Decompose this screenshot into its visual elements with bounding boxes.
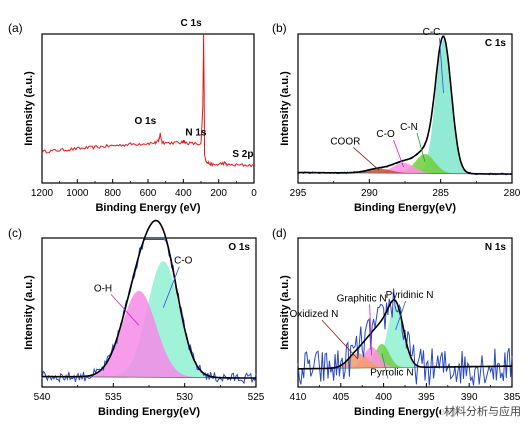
panel-a-annotation: O 1s	[135, 116, 157, 127]
panel-c-title: O 1s	[228, 242, 250, 253]
panel-b-leader-line	[353, 147, 380, 171]
panel-d-letter: (d)	[272, 226, 287, 240]
panel-d-leader-line	[369, 304, 373, 356]
panel-b-peak-label: C-O	[376, 129, 395, 140]
panel-b-x-tick-label: 285	[432, 188, 449, 199]
panel-b-peak-c-c	[387, 39, 500, 174]
panel-c-raw-data-line	[41, 239, 257, 385]
panel-d-peak-label: Pyridinic N	[386, 290, 434, 301]
panel-a-annotation: S 2p	[232, 149, 253, 160]
panel-c-x-axis-label: Binding Energy(eV)	[98, 406, 200, 418]
panel-a-frame	[41, 33, 255, 184]
panel-d-x-tick-label: 390	[461, 392, 478, 403]
panel-d-x-tick-label: 385	[504, 392, 521, 403]
panel-d-x-axis-label: Binding Energy(eV)	[354, 406, 456, 418]
panel-c-y-axis-label: Intensity (a.u.)	[23, 275, 35, 350]
panel-c-fit-envelope	[42, 219, 256, 379]
panel-b-leader-line	[393, 139, 404, 168]
panel-b-peak-c-o	[326, 162, 481, 174]
panel-d-peak-pyridinic-n	[339, 305, 453, 369]
panel-d-peak-pyrrolic-n	[330, 343, 434, 369]
panel-b-peak-c-n	[356, 154, 494, 174]
panel-d-peak-graphitic-n	[315, 347, 429, 369]
panel-b-y-axis-label: Intensity (a.u.)	[279, 71, 291, 146]
watermark-text: 材料分析与应用	[441, 402, 524, 420]
panel-c-peak-o-h	[42, 290, 256, 379]
panel-a-x-tick-label: 200	[210, 188, 227, 199]
panel-b-leader-line	[416, 132, 426, 162]
panel-b-title: C 1s	[485, 38, 507, 49]
panel-b-peak-label: C-N	[400, 122, 418, 133]
panel-c-x-tick-label: 540	[34, 392, 51, 403]
panel-d-peak-label: Graphitic N	[337, 293, 387, 304]
panel-d-leader-line	[381, 353, 389, 379]
panel-c-leader-line	[110, 294, 140, 326]
panel-b-letter: (b)	[272, 21, 287, 35]
panel-c-x-tick-label: 535	[105, 392, 122, 403]
panel-a-x-tick-label: 1000	[66, 188, 89, 199]
panel-b-x-tick-label: 280	[504, 188, 521, 199]
panel-c-leader-line	[162, 266, 180, 308]
panel-a-annotation: C 1s	[181, 18, 203, 29]
panel-a-x-tick-label: 600	[140, 188, 157, 199]
panel-b-x-tick-label: 290	[361, 188, 378, 199]
panel-b-x-axis-label: Binding Energy(eV)	[354, 202, 456, 214]
panel-c-x-tick-label: 525	[248, 392, 265, 403]
panel-b-peak-label: C-C	[423, 27, 441, 38]
panel-b-x-tick-label: 295	[290, 188, 307, 199]
panel-d-x-tick-label: 395	[418, 392, 435, 403]
panel-a-x-tick-label: 1200	[31, 188, 54, 199]
panel-d-x-tick-label: 400	[375, 392, 392, 403]
panel-c-letter: (c)	[8, 226, 22, 240]
panel-d-leader-line	[395, 300, 406, 331]
panel-b-peak-label: COOR	[330, 136, 360, 147]
panel-a-x-tick-label: 400	[175, 188, 192, 199]
panel-c-peak-label: O-H	[94, 283, 112, 294]
panel-b-leader-line	[439, 38, 444, 94]
panel-b-fit-envelope	[298, 35, 512, 175]
panel-c-peak-label: C-O	[174, 256, 193, 267]
panel-d-peak-oxidized-n	[298, 353, 425, 369]
panel-d-y-axis-label: Intensity (a.u.)	[279, 275, 291, 350]
panel-a-survey-line	[41, 34, 255, 168]
panel-a-letter: (a)	[8, 21, 23, 35]
panel-a-x-axis-label: Binding Energy (eV)	[95, 202, 200, 214]
panel-d-x-tick-label: 405	[332, 392, 349, 403]
panel-b-raw-data-line	[297, 35, 513, 176]
panel-c-x-tick-label: 530	[176, 392, 193, 403]
panel-b-peak-coor	[298, 168, 465, 174]
panel-a-annotation: N 1s	[185, 127, 207, 138]
panel-d-peak-label: Oxidized N	[289, 309, 338, 320]
panel-d-fit-envelope	[298, 299, 513, 370]
panel-a-y-axis-label: Intensity (a.u.)	[23, 71, 35, 146]
panel-a-x-tick-label: 0	[251, 188, 257, 199]
panel-d-title: N 1s	[485, 242, 507, 253]
panel-d-leader-line	[321, 319, 359, 360]
panel-a-x-tick-label: 800	[104, 188, 121, 199]
panel-d-peak-label: Pyrrolic N	[370, 367, 413, 378]
panel-d-x-tick-label: 410	[290, 392, 307, 403]
